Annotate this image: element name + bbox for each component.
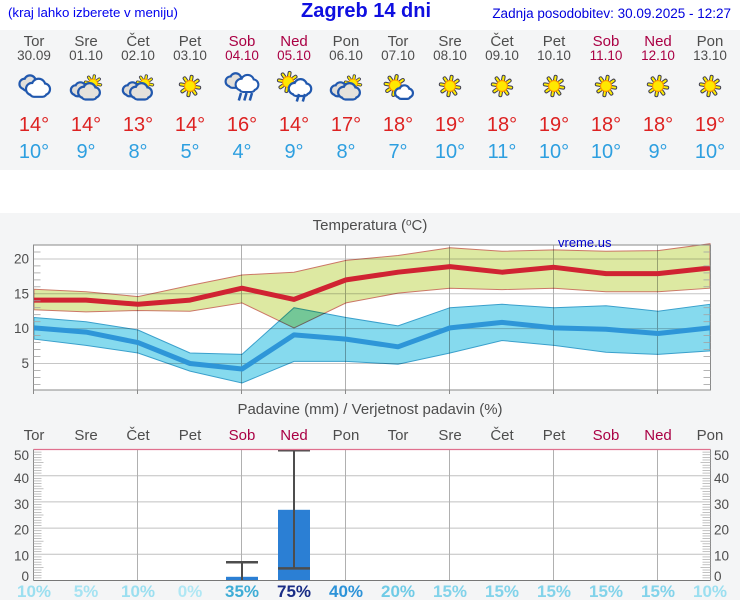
- svg-text:20: 20: [14, 523, 29, 538]
- svg-text:10: 10: [14, 321, 29, 336]
- svg-text:40: 40: [14, 471, 29, 486]
- svg-text:0: 0: [21, 569, 29, 584]
- svg-text:5: 5: [21, 356, 29, 371]
- svg-text:30: 30: [714, 497, 729, 512]
- svg-text:50: 50: [14, 448, 29, 463]
- svg-text:20: 20: [14, 252, 29, 267]
- svg-text:50: 50: [714, 448, 729, 463]
- svg-text:30: 30: [14, 497, 29, 512]
- svg-text:20: 20: [714, 523, 729, 538]
- svg-text:40: 40: [714, 471, 729, 486]
- svg-text:10: 10: [14, 549, 29, 564]
- svg-text:0: 0: [714, 569, 722, 584]
- svg-text:15: 15: [14, 286, 29, 301]
- svg-text:10: 10: [714, 549, 729, 564]
